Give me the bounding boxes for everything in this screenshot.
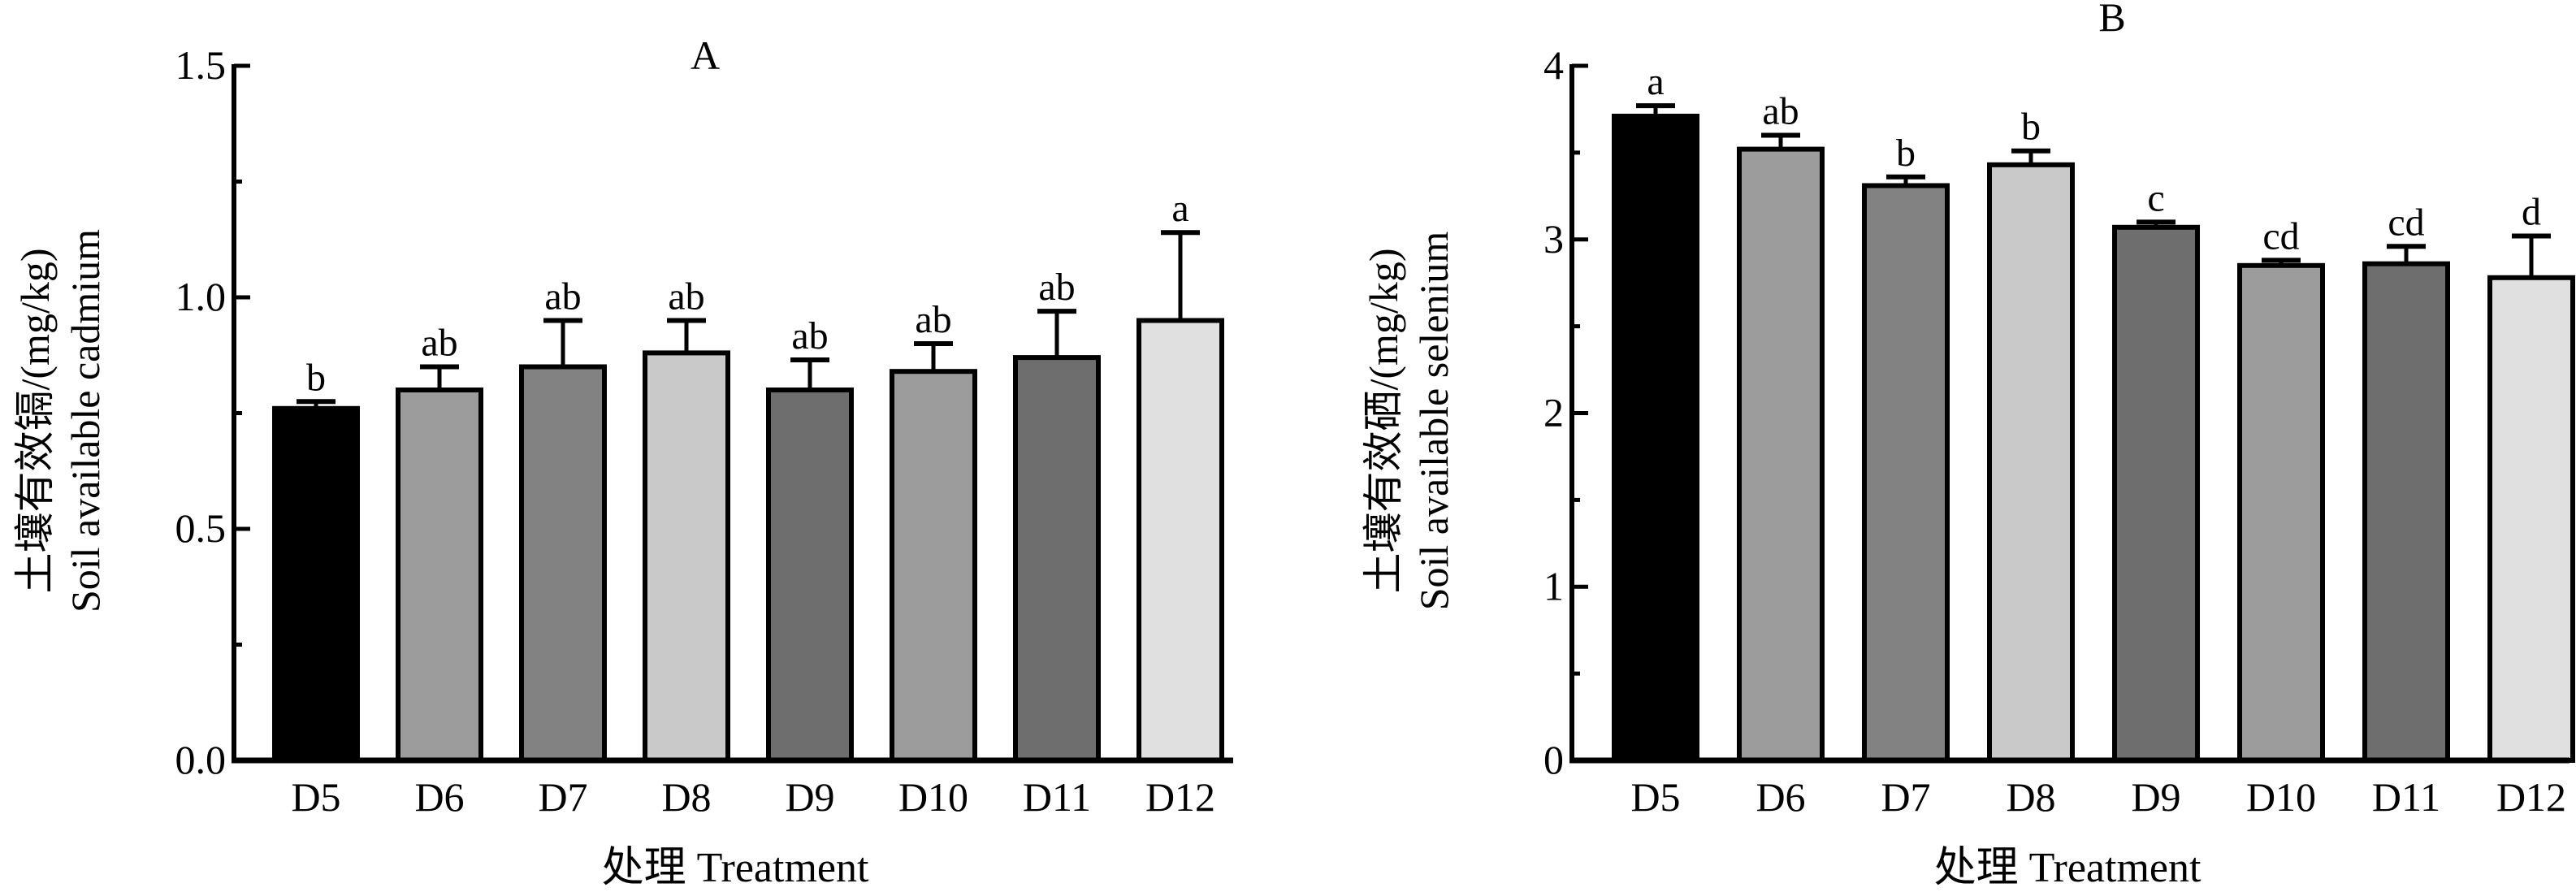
x-tick-label: D12 (1145, 774, 1215, 820)
x-tick-label: D8 (2006, 774, 2055, 820)
bar (890, 369, 977, 763)
y-tick-label: 1.0 (175, 274, 227, 319)
significance-label: a (1171, 187, 1188, 230)
x-tick-label: D12 (2496, 774, 2566, 820)
y-tick-label: 1 (1543, 563, 1564, 608)
y-tick-label: 0 (1543, 737, 1564, 782)
y-tick-label: 2 (1543, 390, 1564, 435)
x-tick-label: D9 (2131, 774, 2180, 820)
bar (519, 364, 607, 763)
significance-label: ab (1038, 266, 1075, 309)
chart-title: B (2098, 0, 2125, 40)
bar (766, 388, 854, 763)
x-tick-label: D8 (661, 774, 711, 820)
significance-label: ab (544, 275, 581, 318)
y-axis-label-en: Soil available selenium (1411, 232, 1457, 611)
bar (2112, 224, 2200, 764)
significance-label: ab (1762, 90, 1799, 133)
x-tick-label: D5 (1630, 774, 1680, 820)
bar (272, 405, 360, 763)
y-tick-label: 0.5 (175, 505, 227, 551)
bar (1987, 162, 2075, 763)
bar (1013, 355, 1101, 763)
bar (1136, 318, 1224, 763)
x-tick-label: D9 (785, 774, 834, 820)
x-tick-label: D5 (291, 774, 340, 820)
y-axis-label-cn: 土壤有效硒/(mg/kg) (1361, 249, 1406, 594)
y-tick-label: 1.5 (175, 42, 227, 88)
y-tick-label: 4 (1543, 42, 1564, 88)
significance-label: ab (791, 314, 828, 357)
significance-label: a (1647, 60, 1664, 103)
bar (1862, 183, 1950, 764)
significance-label: c (2147, 176, 2164, 219)
significance-label: b (2021, 106, 2041, 149)
y-axis-label-cn: 土壤有效镉/(mg/kg) (12, 249, 58, 594)
y-tick-label: 3 (1543, 216, 1564, 262)
y-axis-label-en: Soil available cadmium (63, 229, 108, 613)
chart-title: A (691, 32, 720, 78)
x-tick-label: D6 (1756, 774, 1805, 820)
bar (2237, 262, 2325, 763)
x-tick-label: D11 (2372, 774, 2440, 820)
x-axis-label: 处理 Treatment (602, 845, 869, 891)
x-tick-label: D6 (414, 774, 464, 820)
bar (2487, 275, 2575, 763)
chart-panel-a: A 土壤有效镉/(mg/kg) Soil available cadmium 处… (12, 32, 1233, 891)
bar (643, 350, 730, 763)
x-tick-label: D10 (898, 774, 968, 820)
y-tick-label: 0.0 (175, 737, 227, 782)
x-tick-label: D10 (2246, 774, 2316, 820)
significance-label: b (306, 356, 326, 399)
x-tick-label: D11 (1023, 774, 1091, 820)
bar (396, 388, 483, 763)
significance-label: ab (915, 298, 951, 341)
significance-label: cd (2388, 201, 2424, 244)
chart-marks: b D5 ab D6 ab D7 ab D8 ab D9 ab D10 ab D11 a D12 0.0 0.5 1… (175, 42, 1233, 820)
significance-label: d (2522, 190, 2541, 233)
x-tick-label: D7 (538, 774, 587, 820)
x-tick-label: D7 (1881, 774, 1930, 820)
significance-label: b (1896, 132, 1916, 175)
significance-label: ab (421, 322, 457, 365)
x-axis-label: 处理 Treatment (1934, 845, 2202, 891)
bar (2362, 261, 2450, 763)
chart-marks: a D5 ab D6 b D7 b D8 c D9 cd D10 cd D11 d D12 0 1 2 3 4 (1543, 42, 2575, 820)
chart-panel-b: B 土壤有效硒/(mg/kg) Soil available selenium … (1361, 0, 2575, 891)
significance-label: cd (2262, 214, 2299, 258)
bar (1737, 146, 1825, 764)
significance-label: ab (668, 275, 704, 318)
bar (1612, 113, 1699, 764)
